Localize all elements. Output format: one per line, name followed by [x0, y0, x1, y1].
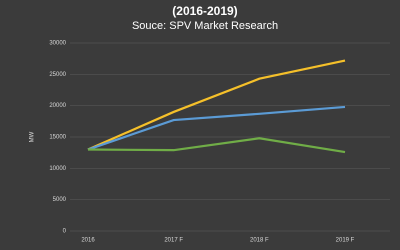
y-axis-label: MW — [30, 131, 36, 142]
x-tick-label: 2016 — [81, 238, 95, 244]
series-line — [87, 137, 346, 154]
x-tick-label: 2017 F — [164, 238, 183, 244]
y-tick-label: 5000 — [53, 197, 67, 203]
y-tick-label: 10000 — [49, 166, 66, 172]
chart-subtitle: Souce: SPV Market Research — [132, 20, 278, 32]
x-tick-label: 2019 F — [336, 238, 355, 244]
y-tick-label: 30000 — [49, 41, 66, 47]
series-line — [87, 59, 346, 151]
y-tick-label: 15000 — [49, 135, 66, 141]
series-line — [87, 105, 346, 151]
chart-title: (2016-2019) — [172, 4, 237, 18]
y-tick-label: 20000 — [49, 103, 66, 109]
y-tick-label: 25000 — [49, 72, 66, 78]
y-tick-label: 0 — [63, 229, 67, 235]
x-tick-label: 2018 F — [250, 238, 269, 244]
